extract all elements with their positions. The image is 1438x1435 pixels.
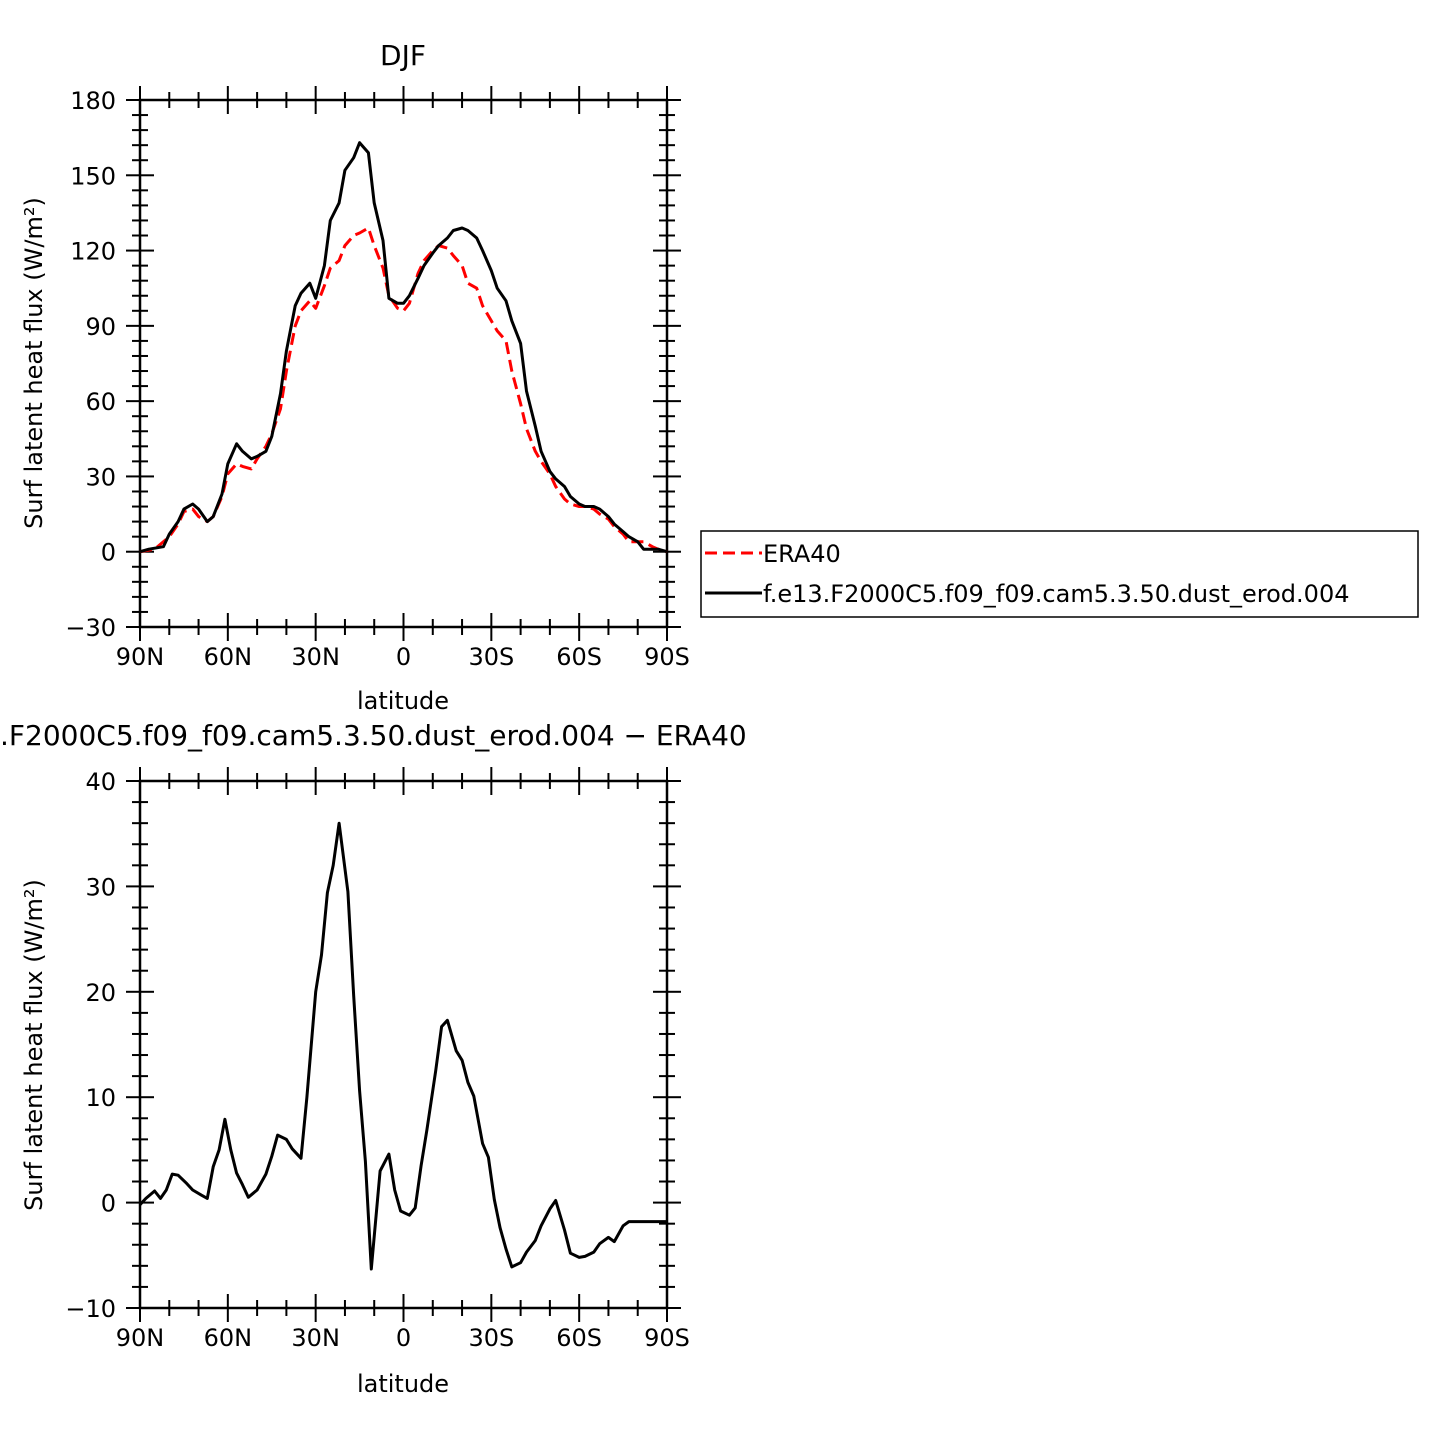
y-tick-label: 180: [70, 87, 116, 115]
x-tick-label: 60N: [204, 1324, 253, 1352]
x-tick-label: 60S: [556, 1324, 602, 1352]
legend-box: [700, 530, 1419, 618]
legend: ERA40 f.e13.F2000C5.f09_f09.cam5.3.50.du…: [700, 530, 1419, 618]
x-tick-label: 60S: [556, 643, 602, 671]
bottom-ylabel: Surf latent heat flux (W/m²): [20, 879, 48, 1211]
x-tick-label: 30S: [468, 643, 514, 671]
bottom-tick-labels: 90N 60N 30N 0 30S 60S 90S −10 0 10 20 30 40: [65, 768, 690, 1352]
top-panel: DJF 90N 60N 30N 0 30S 60S 90S −30 0 30 60 90 120 150 1…: [20, 39, 690, 715]
y-tick-label: 30: [85, 873, 116, 901]
x-tick-label: 0: [396, 643, 411, 671]
y-tick-label: 150: [70, 162, 116, 190]
x-tick-label: 90S: [644, 1324, 690, 1352]
x-tick-label: 60N: [204, 643, 253, 671]
bottom-series-line-0: [138, 821, 667, 1271]
y-tick-label: 10: [85, 1084, 116, 1112]
top-panel-title: DJF: [380, 39, 426, 72]
legend-label-model: f.e13.F2000C5.f09_f09.cam5.3.50.dust_ero…: [763, 580, 1349, 608]
bottom-series: [138, 821, 667, 1271]
x-tick-label: 30S: [468, 1324, 514, 1352]
top-series-line-1: [139, 141, 668, 554]
bottom-panel-title: .F2000C5.f09_f09.cam5.3.50.dust_erod.004…: [0, 719, 747, 752]
y-tick-label: 90: [85, 313, 116, 341]
x-tick-label: 30N: [291, 1324, 340, 1352]
y-tick-label: 0: [101, 1190, 116, 1218]
top-xlabel: latitude: [357, 687, 449, 715]
top-ylabel: Surf latent heat flux (W/m²): [20, 197, 48, 529]
x-tick-label: 0: [396, 1324, 411, 1352]
bottom-panel: .F2000C5.f09_f09.cam5.3.50.dust_erod.004…: [0, 719, 747, 1398]
x-tick-label: 90N: [116, 1324, 165, 1352]
x-tick-label: 90S: [644, 643, 690, 671]
legend-label-era40: ERA40: [763, 540, 841, 568]
y-tick-label: 0: [101, 539, 116, 567]
top-series: [139, 141, 668, 554]
bottom-xlabel: latitude: [357, 1370, 449, 1398]
y-tick-label: −10: [65, 1295, 116, 1323]
y-tick-label: 120: [70, 238, 116, 266]
top-series-line-0: [139, 226, 668, 554]
y-tick-label: 60: [85, 388, 116, 416]
y-tick-label: 30: [85, 463, 116, 491]
top-plot-frame: [138, 98, 669, 629]
y-tick-label: 20: [85, 979, 116, 1007]
bottom-ticks: [126, 767, 681, 1322]
top-tick-labels: 90N 60N 30N 0 30S 60S 90S −30 0 30 60 90 120 150 180: [65, 87, 690, 671]
x-tick-label: 90N: [116, 643, 165, 671]
x-tick-label: 30N: [291, 643, 340, 671]
y-tick-label: 40: [85, 768, 116, 796]
bottom-plot-frame: [138, 779, 669, 1310]
y-tick-label: −30: [65, 614, 116, 642]
top-ticks: [126, 86, 681, 641]
